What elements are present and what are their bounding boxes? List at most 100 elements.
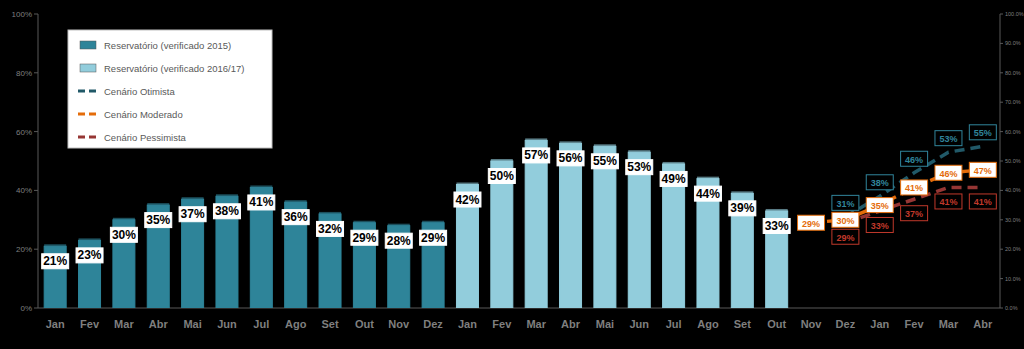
data-label: 46% [905, 155, 923, 165]
bar-top [182, 197, 204, 200]
x-tick-label: Jun [217, 318, 237, 330]
x-tick-label: Abr [561, 318, 581, 330]
y-tick [34, 249, 38, 250]
data-label: 44% [696, 187, 720, 201]
data-label-box [729, 201, 756, 216]
data-label-box [420, 230, 447, 245]
data-label: 41% [905, 183, 923, 193]
x-tick-label: Mar [939, 318, 959, 330]
data-label-box [901, 180, 928, 195]
y2-tick [1000, 72, 1003, 73]
legend-swatch [80, 64, 96, 72]
data-label-box [213, 204, 240, 219]
bar-top [525, 138, 547, 141]
bar [594, 146, 616, 308]
data-label: 41% [249, 195, 273, 209]
data-label: 55% [974, 128, 992, 138]
x-tick-label: Fev [905, 318, 925, 330]
x-tick-label: Dez [836, 318, 856, 330]
y2-tick-label: 20.0% [1005, 246, 1021, 252]
y2-tick [1000, 43, 1003, 44]
bar-top [44, 244, 66, 247]
data-label: 41% [939, 197, 957, 207]
data-label: 29% [836, 233, 854, 243]
legend-swatch [78, 113, 98, 116]
data-label: 33% [765, 219, 789, 233]
data-label-box [763, 218, 790, 233]
x-tick-label: Out [355, 318, 374, 330]
x-tick-label: Jan [458, 318, 477, 330]
bar-top [250, 185, 272, 188]
y-tick-label: 60% [16, 128, 32, 137]
y2-tick [1000, 278, 1003, 279]
data-label-box [454, 192, 481, 207]
x-tick-label: Ago [285, 318, 307, 330]
data-label-box [557, 151, 584, 166]
x-tick-label: Mai [596, 318, 614, 330]
data-label-box [935, 194, 962, 209]
data-label: 28% [387, 234, 411, 248]
data-label: 31% [836, 199, 854, 209]
x-tick-label: Mar [114, 318, 134, 330]
x-tick-label: Jul [666, 318, 682, 330]
data-label: 33% [871, 221, 889, 231]
data-label-box [385, 233, 412, 248]
bar-top [79, 238, 101, 241]
legend-label: Reservatório (verificado 2015) [104, 40, 231, 51]
x-tick-label: Set [734, 318, 751, 330]
data-label: 21% [43, 254, 67, 268]
data-label-box [488, 169, 515, 184]
data-label: 56% [559, 151, 583, 165]
data-label: 42% [455, 193, 479, 207]
x-tick-label: Jan [46, 318, 65, 330]
y-tick-label: 20% [16, 245, 32, 254]
legend-label: Reservatório (verificado 2016/17) [104, 63, 244, 74]
x-tick-label: Out [767, 318, 786, 330]
bar [560, 143, 582, 308]
chart: 0%20%40%60%80%100%0.0%10.0%20.0%30.0%40.… [0, 0, 1024, 349]
data-label: 55% [593, 154, 617, 168]
data-label-box [832, 229, 859, 244]
data-label-box [694, 186, 721, 201]
data-label: 38% [215, 204, 239, 218]
data-label-box [248, 195, 275, 210]
data-label: 35% [871, 201, 889, 211]
y2-tick-label: 90.0% [1005, 40, 1021, 46]
y-tick [34, 14, 38, 15]
y2-tick [1000, 219, 1003, 220]
data-label: 37% [181, 207, 205, 221]
legend-swatch [78, 136, 98, 139]
y2-tick-label: 60.0% [1005, 129, 1021, 135]
data-label: 36% [284, 210, 308, 224]
y2-tick-label: 30.0% [1005, 217, 1021, 223]
data-label: 23% [78, 248, 102, 262]
x-tick-label: Jun [629, 318, 649, 330]
y-tick-label: 100% [12, 10, 32, 19]
y2-tick-label: 0.0% [1005, 305, 1018, 311]
legend-label: Cenário Otimista [104, 86, 175, 97]
data-label-box [76, 248, 103, 263]
y2-tick [1000, 308, 1003, 309]
data-label-box [866, 217, 893, 232]
bar-top [113, 218, 135, 221]
y-tick [34, 131, 38, 132]
data-label-box [523, 148, 550, 163]
legend-label: Cenário Moderado [104, 109, 183, 120]
bar-top [285, 200, 307, 203]
bar-top [319, 212, 341, 215]
x-tick-label: Nov [801, 318, 823, 330]
x-tick-label: Dez [423, 318, 443, 330]
data-label: 47% [974, 166, 992, 176]
data-label-box [660, 171, 687, 186]
y2-tick [1000, 249, 1003, 250]
data-label-box [317, 221, 344, 236]
bar-top [697, 177, 719, 180]
x-tick-label: Mai [183, 318, 201, 330]
x-tick-label: Mar [526, 318, 546, 330]
x-tick-label: Fev [80, 318, 100, 330]
x-tick-label: Abr [149, 318, 169, 330]
y-tick-label: 40% [16, 186, 32, 195]
y2-tick-label: 40.0% [1005, 187, 1021, 193]
y2-tick-label: 10.0% [1005, 276, 1021, 282]
data-label: 57% [524, 148, 548, 162]
